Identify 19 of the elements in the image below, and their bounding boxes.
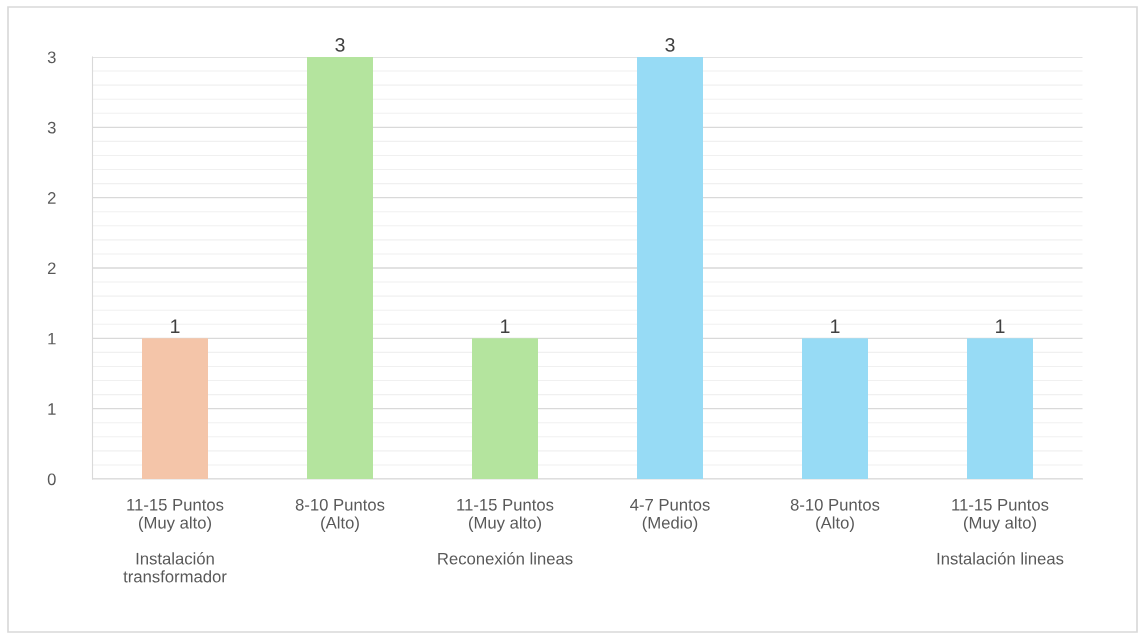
y-tick-label: 3 (47, 121, 56, 134)
y-tick-label: 1 (48, 332, 56, 345)
y-tick-label: 3 (47, 51, 56, 64)
y-tick-label: 2 (47, 262, 56, 275)
data-label: 1 (996, 319, 1005, 333)
category-label: 11-15 Puntos (Muy alto) Reconexión lineas (438, 499, 573, 565)
category-label: 11-15 Puntos (Muy alto) Instalación lineas (937, 499, 1064, 565)
data-label: 1 (501, 319, 510, 333)
data-label: 1 (171, 319, 180, 333)
x-tick-label: 4-7 Puntos (Medio) (630, 499, 710, 532)
y-tick-label: 0 (47, 473, 56, 486)
category-label: 11-15 Puntos (Muy alto) Instalación transformador (123, 499, 227, 583)
x-tick-label: 8-10 Puntos (Alto) (295, 498, 385, 532)
data-label: 3 (665, 38, 675, 52)
data-label: 3 (335, 38, 345, 52)
x-tick-label: 8-10 Puntos (Alto) (790, 498, 880, 532)
y-tick-label: 2 (47, 192, 56, 204)
y-tick-label: 1 (48, 403, 56, 415)
data-label: 1 (831, 319, 840, 333)
